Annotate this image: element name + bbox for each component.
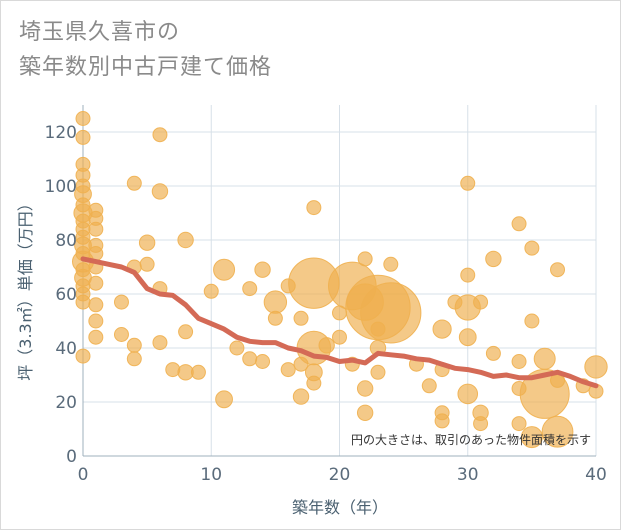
data-point — [306, 200, 322, 216]
data-point — [139, 256, 155, 272]
data-point — [511, 416, 527, 432]
data-point — [473, 294, 489, 310]
data-point — [460, 175, 476, 191]
data-point — [550, 262, 566, 278]
data-point — [75, 348, 91, 364]
data-point — [138, 234, 156, 251]
data-point — [75, 229, 91, 245]
data-point — [190, 364, 206, 380]
data-point — [126, 175, 142, 191]
chart-title-line-1: 埼玉県久喜市の — [19, 20, 181, 45]
data-point — [346, 283, 384, 321]
data-point — [88, 313, 104, 329]
x-tick-label: 30 — [457, 465, 479, 485]
data-point — [255, 354, 271, 369]
data-point — [541, 415, 574, 448]
data-point — [75, 111, 91, 126]
x-axis-title: 築年数（年） — [292, 498, 388, 517]
data-point — [267, 310, 283, 326]
data-point — [357, 251, 373, 267]
data-point — [584, 355, 608, 379]
data-point — [520, 426, 543, 449]
y-tick-label: 80 — [55, 231, 77, 251]
data-point — [421, 378, 437, 394]
data-point — [432, 319, 452, 339]
data-point — [75, 129, 91, 145]
data-point — [165, 362, 181, 378]
data-point — [485, 250, 502, 268]
data-point — [524, 240, 540, 256]
data-point — [88, 297, 104, 313]
data-point — [126, 351, 142, 367]
data-point — [458, 328, 477, 347]
data-point — [242, 281, 258, 297]
data-point — [460, 267, 476, 283]
data-point — [533, 347, 556, 370]
data-point — [75, 178, 91, 194]
data-point — [151, 183, 169, 200]
data-point — [485, 345, 501, 361]
data-point — [126, 337, 142, 353]
data-point — [178, 324, 194, 340]
data-point — [332, 329, 347, 345]
data-point — [263, 290, 288, 314]
data-point — [177, 231, 194, 249]
data-point — [88, 221, 104, 237]
data-point — [318, 337, 335, 354]
data-point — [434, 413, 450, 429]
data-point — [75, 262, 91, 278]
data-point — [383, 256, 399, 272]
data-point — [511, 216, 527, 232]
data-point — [293, 310, 309, 326]
y-tick-label: 60 — [55, 285, 77, 305]
data-point — [447, 294, 463, 310]
x-tick-label: 10 — [200, 465, 222, 485]
size-annotation: 円の大きさは、取引のあった物件面積を示す — [351, 432, 591, 447]
data-point — [215, 390, 233, 409]
y-tick-label: 20 — [55, 393, 77, 413]
data-point — [356, 404, 374, 421]
axis-ticks: 0 10 20 30 40 0 20 40 60 80 100 120 — [45, 123, 607, 485]
y-tick-label: 100 — [45, 177, 77, 197]
data-point — [113, 294, 129, 310]
data-point — [229, 340, 245, 356]
data-point — [213, 258, 236, 281]
x-tick-label: 40 — [585, 465, 607, 485]
y-tick-label: 120 — [45, 123, 77, 143]
data-point — [370, 321, 386, 337]
data-point — [524, 313, 540, 329]
trend-line — [80, 256, 599, 389]
data-point — [306, 375, 322, 391]
data-point — [293, 356, 309, 372]
data-point — [152, 127, 168, 143]
data-point — [254, 261, 271, 278]
y-tick-label: 0 — [66, 447, 77, 467]
x-tick-label: 0 — [78, 465, 89, 485]
data-point — [152, 335, 168, 351]
data-point — [203, 283, 219, 299]
data-point — [356, 380, 374, 397]
data-point — [457, 383, 479, 405]
data-point — [113, 327, 129, 342]
data-point — [473, 416, 489, 432]
data-point — [511, 354, 527, 369]
chart-title: 埼玉県久喜市の 築年数別中古戸建て価格 — [19, 15, 272, 85]
data-point — [75, 197, 91, 213]
data-point — [292, 388, 310, 405]
data-point — [280, 278, 296, 294]
data-point — [242, 351, 258, 367]
y-tick-label: 40 — [55, 339, 77, 359]
data-point — [88, 275, 104, 291]
data-point — [332, 305, 347, 321]
chart-title-line-2: 築年数別中古戸建て価格 — [19, 55, 273, 80]
data-point — [370, 364, 386, 380]
bubble-layer — [72, 111, 608, 449]
data-point — [511, 381, 527, 396]
y-axis-title: 坪（3.3㎡）単価（万円） — [16, 195, 35, 380]
x-tick-label: 20 — [329, 465, 351, 485]
data-point — [88, 329, 104, 345]
data-point — [75, 294, 91, 310]
data-point — [280, 362, 296, 378]
